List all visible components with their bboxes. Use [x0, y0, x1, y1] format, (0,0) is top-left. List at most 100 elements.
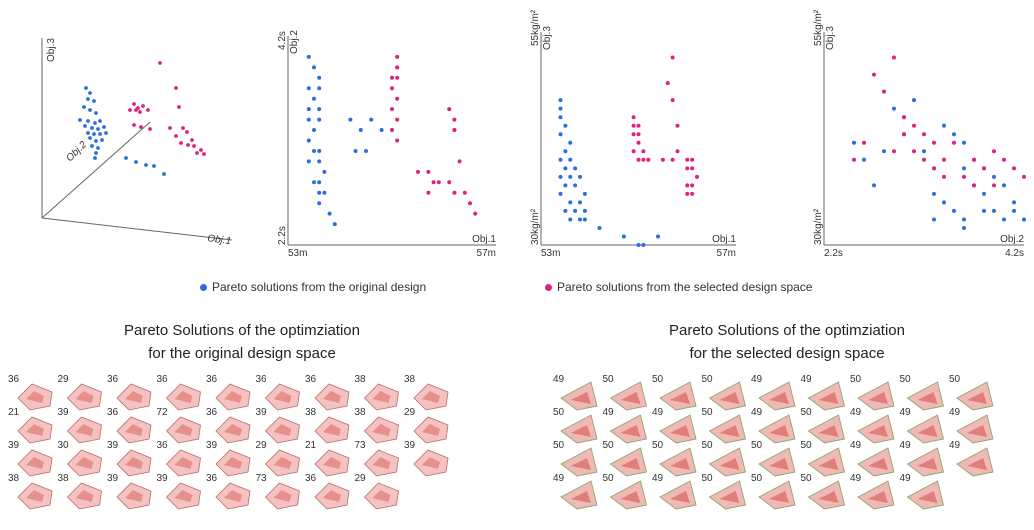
- 3d-point-selected: [174, 86, 178, 90]
- data-point-selected: [852, 157, 856, 162]
- data-point-original: [312, 180, 316, 185]
- data-point-selected: [862, 140, 866, 145]
- data-point-original: [322, 190, 327, 195]
- scatter-3d-panel: Obj.3 Obj.1 Obj.2: [41, 38, 233, 247]
- data-point-selected: [641, 149, 646, 154]
- 3d-point-selected: [132, 123, 136, 127]
- data-point-original: [962, 166, 966, 171]
- data-point-original: [636, 243, 641, 247]
- data-point-selected: [468, 201, 472, 206]
- design-label: 36: [256, 374, 268, 385]
- data-point-original: [317, 117, 322, 122]
- title-original-line1: Pareto Solutions of the optimziation: [124, 322, 360, 339]
- design-thumbnail-inner: [868, 458, 888, 470]
- design-thumbnail-inner: [769, 458, 789, 470]
- design-thumbnail-inner: [26, 457, 44, 469]
- design-thumbnail-inner: [620, 392, 641, 404]
- data-point-selected: [675, 149, 680, 154]
- data-point-selected: [395, 54, 400, 59]
- title-original-line2: for the original design space: [148, 345, 336, 362]
- data-point-selected: [882, 89, 886, 94]
- data-point-original: [578, 200, 582, 205]
- design-label: 50: [801, 407, 813, 418]
- design-thumbnail-inner: [26, 391, 44, 403]
- design-thumbnail-inner: [372, 391, 391, 403]
- design-label: 50: [702, 473, 714, 484]
- design-thumbnail-inner: [224, 457, 242, 469]
- data-point-selected: [390, 107, 394, 112]
- data-point-selected: [912, 123, 916, 128]
- design-thumbnail-inner: [422, 424, 440, 436]
- legend-dot-selected: [545, 283, 552, 291]
- design-thumbnail-inner: [917, 392, 938, 404]
- 3d-point-selected: [177, 105, 181, 109]
- x-tick-max: 57m: [477, 248, 496, 259]
- data-point-original: [932, 217, 936, 222]
- data-point-selected: [972, 157, 976, 162]
- 3d-point-selected: [174, 134, 178, 138]
- design-label: 36: [107, 374, 119, 385]
- data-point-original: [568, 200, 573, 205]
- 3d-point-selected: [158, 61, 162, 65]
- 3d-point-original: [86, 119, 90, 123]
- axis-y-label: Obj.2: [64, 139, 89, 164]
- design-label: 36: [157, 440, 169, 451]
- data-point-original: [558, 98, 563, 103]
- data-point-original: [558, 191, 563, 196]
- 3d-point-selected: [192, 144, 196, 148]
- 3d-point-selected: [202, 152, 206, 156]
- design-label: 36: [107, 407, 119, 418]
- data-point-original: [982, 191, 986, 196]
- design-label: 73: [355, 440, 367, 451]
- data-point-selected: [431, 180, 436, 185]
- data-point-original: [364, 148, 368, 153]
- axis-z-label: Obj.3: [46, 38, 57, 62]
- data-point-selected: [457, 159, 462, 164]
- design-label: 72: [157, 407, 169, 418]
- data-point-selected: [670, 157, 675, 162]
- design-thumbnail-inner: [26, 424, 44, 436]
- design-thumbnail-inner: [868, 491, 888, 503]
- design-label: 39: [206, 440, 218, 451]
- data-point-selected: [447, 107, 452, 112]
- design-thumbnail-inner: [174, 391, 193, 403]
- 3d-point-original: [78, 118, 82, 122]
- data-point-original: [312, 65, 316, 70]
- data-point-selected: [416, 169, 420, 174]
- data-point-original: [563, 123, 568, 128]
- design-thumbnail-inner: [75, 391, 94, 403]
- data-point-selected: [665, 81, 670, 86]
- design-label: 50: [603, 374, 615, 385]
- data-point-selected: [690, 183, 695, 188]
- data-point-original: [306, 117, 311, 122]
- 3d-point-original: [100, 138, 104, 142]
- data-point-original: [568, 157, 573, 162]
- data-point-selected: [962, 174, 966, 179]
- data-point-selected: [972, 183, 976, 188]
- design-thumbnail-inner: [273, 490, 292, 502]
- data-point-original: [582, 208, 587, 213]
- design-label: 50: [702, 407, 714, 418]
- data-point-selected: [636, 123, 641, 128]
- data-point-original: [563, 166, 568, 171]
- data-point-selected: [685, 183, 690, 188]
- x-tick-max: 4.2s: [1005, 248, 1024, 259]
- design-label: 49: [850, 473, 862, 484]
- data-point-selected: [992, 183, 996, 188]
- 3d-point-selected: [138, 110, 142, 114]
- data-point-original: [1012, 200, 1016, 205]
- data-point-selected: [452, 128, 457, 133]
- design-thumbnail-inner: [422, 457, 440, 469]
- design-label: 50: [702, 374, 714, 385]
- y-axis-label: Obj.3: [542, 26, 553, 50]
- data-point-original: [317, 75, 322, 80]
- data-point-original: [862, 157, 866, 162]
- data-point-original: [563, 149, 568, 154]
- data-point-original: [558, 106, 563, 111]
- design-thumbnail-inner: [174, 457, 193, 469]
- design-label: 36: [305, 374, 317, 385]
- 3d-point-original: [134, 160, 138, 164]
- 3d-point-original: [90, 144, 94, 148]
- data-point-selected: [395, 65, 400, 70]
- design-thumbnail-inner: [75, 457, 94, 469]
